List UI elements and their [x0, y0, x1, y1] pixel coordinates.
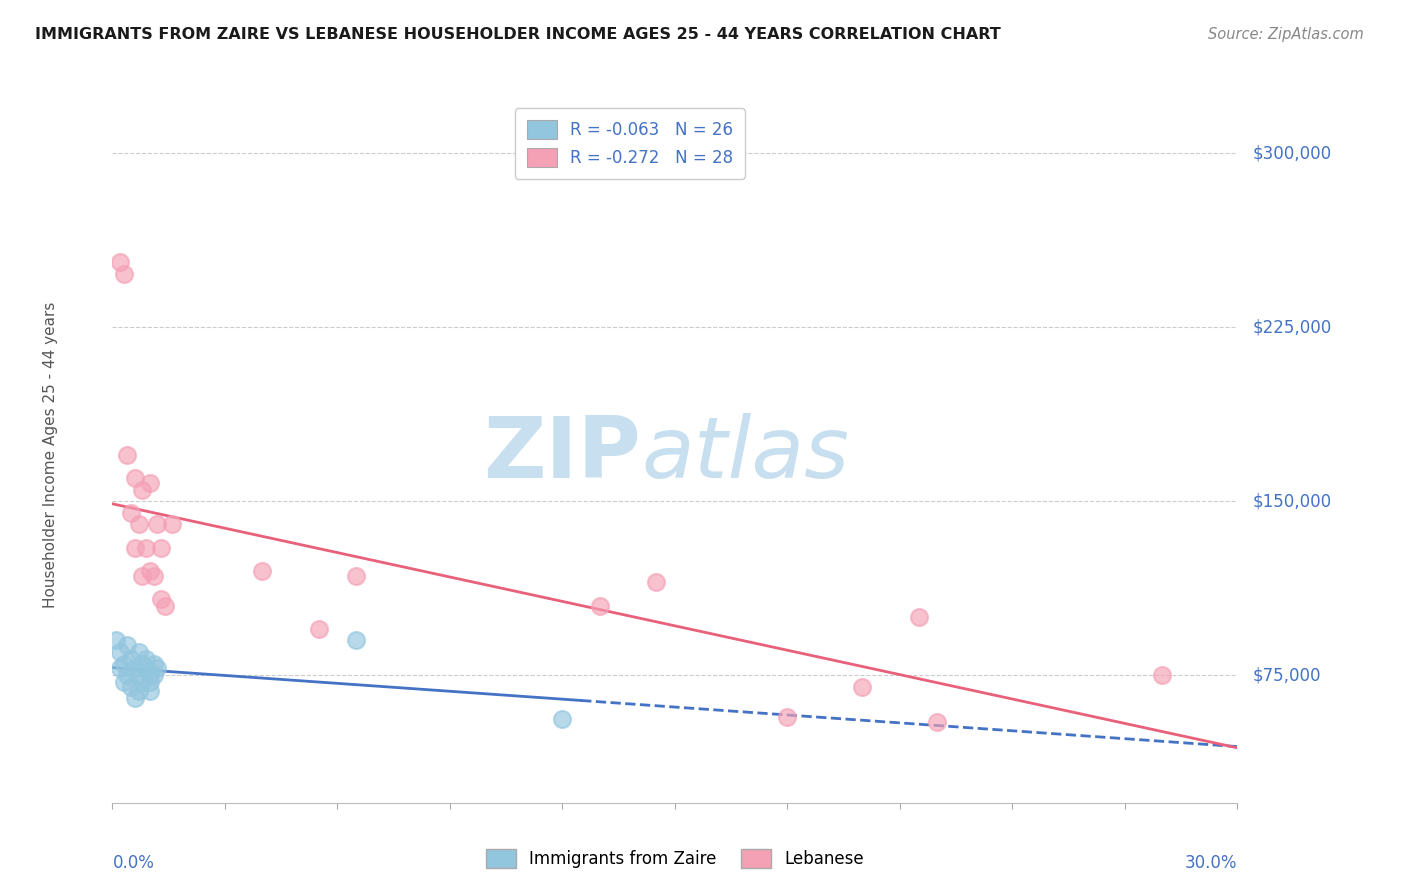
Point [142, 568, 165, 582]
Text: $75,000: $75,000 [1253, 666, 1320, 684]
Point [128, 517, 150, 532]
Point [139, 675, 162, 690]
Point [108, 645, 131, 659]
Text: 0.0%: 0.0% [112, 854, 155, 871]
Text: Householder Income Ages 25 - 44 years: Householder Income Ages 25 - 44 years [44, 301, 58, 608]
Point [150, 591, 173, 606]
Point [344, 633, 367, 648]
Point [131, 675, 153, 690]
Point [927, 714, 949, 729]
Point [124, 691, 146, 706]
Point [120, 652, 142, 666]
Point [146, 661, 169, 675]
Point [139, 684, 162, 698]
Point [142, 657, 165, 671]
Point [645, 575, 668, 590]
Point [108, 661, 131, 675]
Text: IMMIGRANTS FROM ZAIRE VS LEBANESE HOUSEHOLDER INCOME AGES 25 - 44 YEARS CORRELAT: IMMIGRANTS FROM ZAIRE VS LEBANESE HOUSEH… [35, 27, 1001, 42]
Point [120, 506, 142, 520]
Text: $300,000: $300,000 [1253, 145, 1331, 162]
Point [146, 517, 169, 532]
Point [252, 564, 274, 578]
Point [150, 541, 173, 555]
Point [551, 712, 574, 726]
Point [139, 564, 162, 578]
Legend: R = -0.063   N = 26, R = -0.272   N = 28: R = -0.063 N = 26, R = -0.272 N = 28 [515, 109, 745, 178]
Point [135, 652, 157, 666]
Point [907, 610, 929, 624]
Text: atlas: atlas [641, 413, 849, 497]
Point [131, 483, 153, 497]
Point [112, 675, 135, 690]
Point [135, 661, 157, 675]
Point [117, 448, 139, 462]
Point [1152, 668, 1174, 682]
Point [153, 599, 176, 613]
Text: ZIP: ZIP [484, 413, 641, 497]
Point [131, 657, 153, 671]
Point [139, 475, 162, 490]
Point [112, 657, 135, 671]
Text: $150,000: $150,000 [1253, 492, 1331, 510]
Point [142, 668, 165, 682]
Point [162, 517, 184, 532]
Point [589, 599, 612, 613]
Point [120, 680, 142, 694]
Point [128, 668, 150, 682]
Point [117, 668, 139, 682]
Point [124, 661, 146, 675]
Point [851, 680, 873, 694]
Legend: Immigrants from Zaire, Lebanese: Immigrants from Zaire, Lebanese [479, 842, 870, 875]
Point [128, 645, 150, 659]
Point [117, 638, 139, 652]
Text: $225,000: $225,000 [1253, 318, 1331, 336]
Point [124, 471, 146, 485]
Point [308, 622, 330, 636]
Point [112, 267, 135, 281]
Point [139, 668, 162, 682]
Point [128, 684, 150, 698]
Text: 30.0%: 30.0% [1185, 854, 1237, 871]
Point [124, 541, 146, 555]
Point [344, 568, 367, 582]
Point [135, 541, 157, 555]
Point [776, 710, 799, 724]
Text: Source: ZipAtlas.com: Source: ZipAtlas.com [1208, 27, 1364, 42]
Point [105, 633, 128, 648]
Point [131, 568, 153, 582]
Point [108, 255, 131, 269]
